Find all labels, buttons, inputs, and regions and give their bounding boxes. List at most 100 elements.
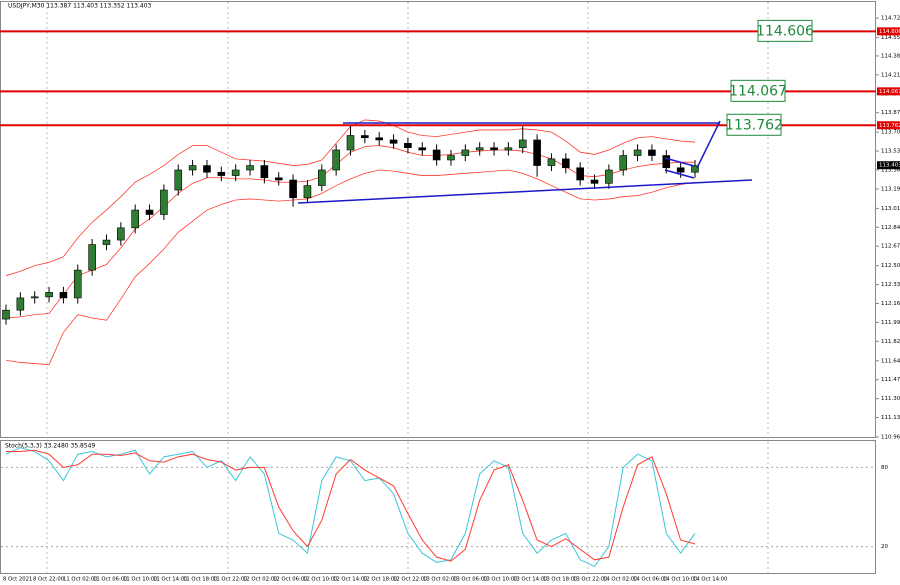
candle-body bbox=[102, 239, 111, 245]
flag-line bbox=[664, 169, 695, 179]
axis-level-box bbox=[877, 27, 900, 36]
candle-body bbox=[303, 185, 312, 199]
last-price-label: 113.403 bbox=[879, 163, 900, 169]
x-tick-label: 13 Oct 06:00 bbox=[453, 577, 488, 583]
marks: 110.960 111.135 111.305 111.475 111.645 111.8… bbox=[0, 16, 900, 583]
projection-line bbox=[696, 120, 721, 169]
candle-body bbox=[317, 169, 326, 186]
axis-level-label: 114.606 bbox=[879, 29, 900, 35]
x-tick-label: 12 Oct 18:00 bbox=[363, 577, 398, 583]
candle-body bbox=[246, 165, 254, 171]
chart-title: USDJPY,M30 113.387 113.403 113.352 113.4… bbox=[8, 3, 152, 10]
candle-body bbox=[590, 179, 599, 184]
candle-body bbox=[289, 179, 297, 199]
y-tick-label: 113.360 bbox=[881, 167, 900, 173]
candle-body bbox=[145, 209, 154, 215]
stoch-panel bbox=[0, 440, 876, 574]
x-tick-label: 11 Oct 22:00 bbox=[213, 577, 248, 583]
candle-body bbox=[619, 155, 628, 171]
x-tick-label: 13 Oct 18:00 bbox=[543, 577, 578, 583]
candle-body bbox=[432, 149, 441, 161]
y-tick-label: 113.190 bbox=[881, 186, 900, 192]
x-tick-label: 14 Oct 14:00 bbox=[693, 577, 728, 583]
y-tick-label: 111.135 bbox=[881, 415, 900, 421]
x-tick-label: 11 Oct 14:00 bbox=[153, 577, 188, 583]
candle-body bbox=[691, 165, 699, 173]
x-tick-label: 8 Oct 2021 bbox=[3, 577, 32, 583]
candle-body bbox=[461, 149, 470, 156]
candle-body bbox=[576, 167, 584, 181]
y-tick-label: 110.960 bbox=[881, 435, 900, 441]
x-tick-label: 12 Oct 22:00 bbox=[393, 577, 428, 583]
candle-body bbox=[203, 165, 211, 173]
candle-body bbox=[375, 137, 384, 141]
main-panel bbox=[0, 1, 876, 438]
y-tick-label: 114.215 bbox=[881, 72, 900, 78]
y-tick-label: 111.820 bbox=[881, 339, 900, 345]
level-label-box bbox=[757, 19, 813, 42]
x-tick-label: 13 Oct 14:00 bbox=[513, 577, 548, 583]
flag-line bbox=[664, 157, 695, 167]
candle-body bbox=[633, 149, 642, 156]
candle-body bbox=[346, 135, 355, 151]
candle-body bbox=[562, 158, 570, 169]
candle-body bbox=[260, 165, 269, 179]
y-tick-label: 111.475 bbox=[881, 377, 900, 383]
candle-body bbox=[404, 142, 412, 149]
x-tick-label: 13 Oct 22:00 bbox=[573, 577, 608, 583]
x-tick-label: 12 Oct 10:00 bbox=[303, 577, 338, 583]
candle-body bbox=[490, 147, 498, 151]
x-tick-label: 13 Oct 10:00 bbox=[483, 577, 518, 583]
y-tick-label: 112.500 bbox=[881, 263, 900, 269]
y-tick-label: 111.305 bbox=[881, 396, 900, 402]
candle-body bbox=[547, 158, 556, 166]
level-label-box bbox=[730, 79, 786, 102]
y-tick-label: 113.530 bbox=[881, 149, 900, 155]
level-label: 113.762 bbox=[725, 117, 783, 133]
band-lower bbox=[5, 169, 696, 366]
candle-body bbox=[676, 167, 685, 173]
x-tick-label: 11 Oct 06:00 bbox=[93, 577, 128, 583]
axis-level-label: 113.762 bbox=[879, 123, 900, 129]
candle-body bbox=[88, 244, 96, 271]
x-tick-label: 12 Oct 14:00 bbox=[333, 577, 368, 583]
candle-body bbox=[59, 292, 68, 299]
candle-body bbox=[2, 309, 10, 320]
candle-body bbox=[447, 155, 455, 161]
y-tick-label: 114.725 bbox=[881, 16, 900, 22]
last-price-box bbox=[877, 161, 900, 170]
candle-body bbox=[648, 149, 656, 156]
y-tick-label: 113.700 bbox=[881, 130, 900, 136]
y-tick-label: 113.875 bbox=[881, 110, 900, 116]
y-tick-label: 112.330 bbox=[881, 282, 900, 288]
candle-body bbox=[518, 139, 527, 149]
y-tick-label: 111.990 bbox=[881, 320, 900, 326]
x-tick-label: 13 Oct 02:00 bbox=[423, 577, 458, 583]
x-tick-label: 14 Oct 02:00 bbox=[603, 577, 638, 583]
candle-body bbox=[73, 269, 82, 299]
candle-body bbox=[217, 171, 226, 176]
trendlines bbox=[297, 120, 753, 204]
candle-body bbox=[174, 169, 183, 191]
axis-level-label: 114.067 bbox=[879, 89, 900, 95]
x-tick-label: 11 Oct 10:00 bbox=[123, 577, 158, 583]
y-tick-label: 114.550 bbox=[881, 35, 900, 41]
candle-body bbox=[274, 177, 283, 181]
candle-body bbox=[45, 292, 53, 298]
candle-body bbox=[504, 147, 513, 151]
axis-level-box bbox=[877, 87, 900, 96]
candle-body bbox=[418, 147, 427, 151]
candle-body bbox=[389, 139, 398, 144]
candle-body bbox=[475, 147, 484, 151]
x-tick-label: 12 Oct 06:00 bbox=[273, 577, 308, 583]
level-label-box bbox=[726, 113, 782, 136]
x-tick-label: 12 Oct 02:00 bbox=[243, 577, 278, 583]
level-label: 114.606 bbox=[756, 23, 814, 39]
candle-body bbox=[131, 209, 139, 229]
candle-body bbox=[16, 297, 25, 311]
x-tick-label: 8 Oct 22:00 bbox=[33, 577, 65, 583]
y-tick-label: 114.385 bbox=[881, 53, 900, 59]
candle-body bbox=[188, 165, 197, 171]
x-tick-label: 14 Oct 06:00 bbox=[633, 577, 668, 583]
